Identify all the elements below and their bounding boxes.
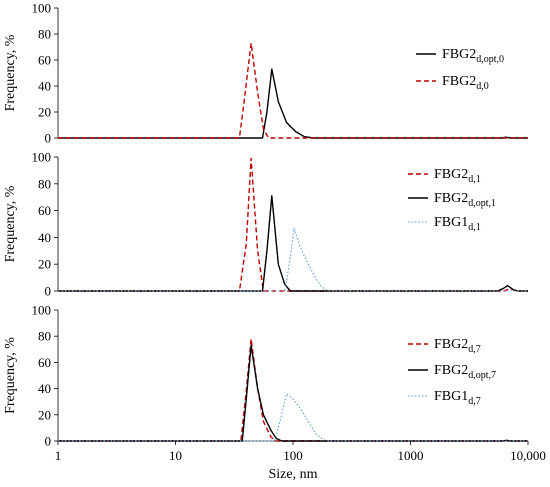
legend-label-name: FBG2 [434, 191, 468, 206]
legend-label-subscript: d,opt,0 [476, 54, 504, 65]
y-tick-label: 60 [38, 203, 51, 218]
legend-label: FBG2d,7 [434, 337, 481, 355]
y-tick-label: 80 [38, 176, 51, 191]
legend-label: FBG2d,opt,1 [434, 191, 496, 209]
legend-label-subscript: d,1 [468, 174, 481, 185]
series-line [58, 393, 528, 442]
legend-label-subscript: d,opt,1 [468, 198, 496, 209]
y-tick-label: 100 [32, 303, 52, 318]
legend-label: FBG1d,1 [434, 215, 481, 233]
y-tick-label: 0 [45, 284, 52, 299]
series-line [58, 68, 528, 139]
y-tick-label: 0 [45, 131, 52, 146]
y-tick-label: 100 [32, 1, 52, 16]
legend-label-name: FBG2 [442, 47, 476, 62]
legend-label-name: FBG2 [434, 363, 468, 378]
y-tick-label: 80 [38, 27, 51, 42]
legend-label: FBG1d,7 [434, 389, 481, 407]
y-tick-label: 20 [38, 257, 51, 272]
x-axis-label: Size, nm [269, 467, 318, 482]
legend-label-name: FBG1 [434, 215, 468, 230]
y-tick-label: 0 [45, 434, 52, 449]
y-tick-label: 20 [38, 105, 51, 120]
x-tick-label: 1 [55, 448, 62, 463]
chart-panel: 0 20 40 60 80 100 Frequency, % 1 10 100 1000 10,000… [3, 303, 546, 483]
legend-label-subscript: d,7 [468, 344, 481, 355]
y-axis-label: Frequency, % [3, 185, 18, 262]
y-tick-label: 100 [32, 150, 52, 165]
y-axis-label: Frequency, % [3, 34, 18, 111]
legend-label-name: FBG1 [434, 389, 468, 404]
x-tick-label: 10,000 [510, 448, 546, 463]
y-tick-label: 60 [38, 355, 51, 370]
y-axis-label: Frequency, % [3, 337, 18, 414]
legend-label-subscript: d,1 [468, 222, 481, 233]
y-tick-label: 80 [38, 329, 51, 344]
legend-label-name: FBG2 [442, 74, 476, 89]
x-tick-label: 10 [169, 448, 182, 463]
y-tick-label: 40 [38, 381, 51, 396]
legend-label-subscript: d,0 [476, 81, 489, 92]
legend-label-name: FBG2 [434, 167, 468, 182]
legend-label: FBG2d,opt,7 [434, 363, 496, 381]
series-line [58, 42, 528, 139]
x-tick-label: 1000 [398, 448, 424, 463]
y-tick-label: 20 [38, 407, 51, 422]
y-tick-label: 40 [38, 230, 51, 245]
series-line [58, 227, 528, 292]
legend-label: FBG2d,1 [434, 167, 481, 185]
y-tick-label: 60 [38, 53, 51, 68]
legend-label-name: FBG2 [434, 337, 468, 352]
legend-label: FBG2d,0 [442, 74, 489, 92]
legend-label: FBG2d,opt,0 [442, 47, 504, 65]
x-tick-label: 100 [283, 448, 303, 463]
y-tick-label: 40 [38, 79, 51, 94]
series-line [58, 344, 528, 442]
legend-label-subscript: d,opt,7 [468, 370, 496, 381]
legend-label-subscript: d,7 [468, 396, 481, 407]
series-line [58, 195, 528, 292]
